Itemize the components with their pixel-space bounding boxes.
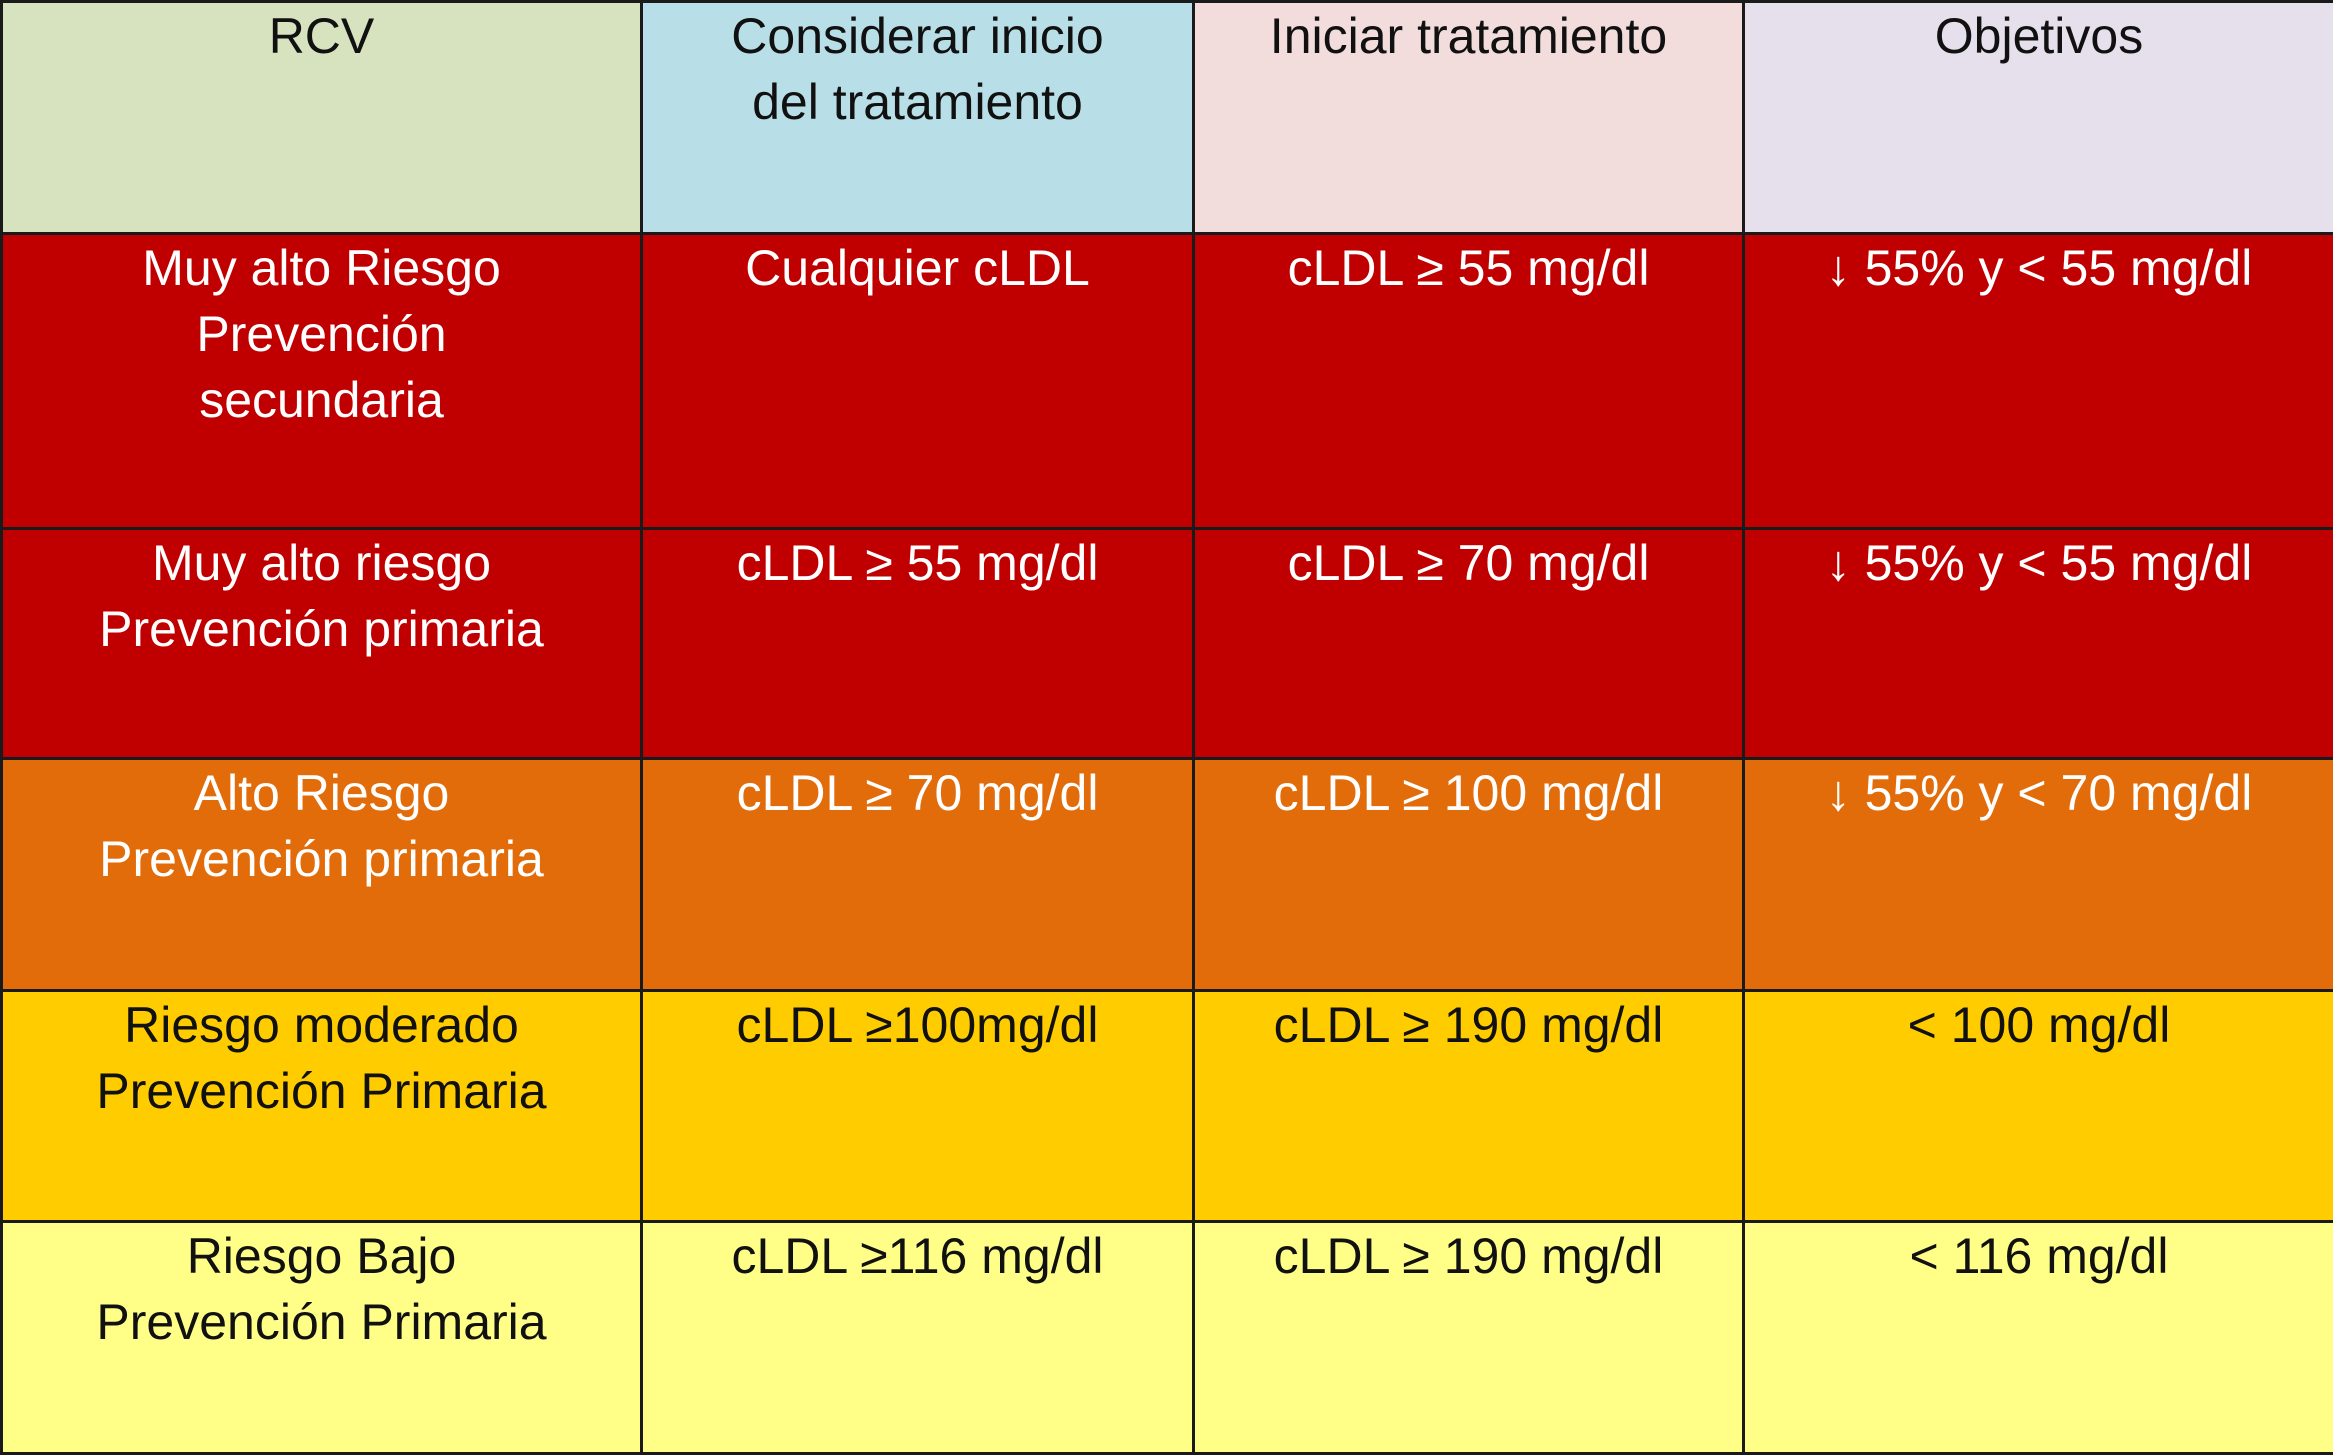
cell-iniciar: cLDL ≥ 190 mg/dl [1194, 1222, 1744, 1454]
cell-rcv: Riesgo Bajo Prevención Primaria [2, 1222, 642, 1454]
cell-objetivos: < 100 mg/dl [1744, 991, 2333, 1222]
cell-rcv: Muy alto riesgo Prevención primaria [2, 529, 642, 759]
cell-rcv: Muy alto Riesgo Prevención secundaria [2, 234, 642, 529]
cell-iniciar: cLDL ≥ 70 mg/dl [1194, 529, 1744, 759]
cell-objetivos: ↓ 55% y < 55 mg/dl [1744, 529, 2333, 759]
header-objetivos: Objetivos [1744, 2, 2333, 234]
table-row: Riesgo Bajo Prevención Primaria cLDL ≥11… [2, 1222, 2333, 1454]
cell-iniciar: cLDL ≥ 190 mg/dl [1194, 991, 1744, 1222]
table-row: Riesgo moderado Prevención Primaria cLDL… [2, 991, 2333, 1222]
cell-objetivos: < 116 mg/dl [1744, 1222, 2333, 1454]
cell-considerar: cLDL ≥116 mg/dl [642, 1222, 1194, 1454]
header-rcv: RCV [2, 2, 642, 234]
cell-iniciar: cLDL ≥ 100 mg/dl [1194, 759, 1744, 991]
header-row: RCV Considerar inicio del tratamiento In… [2, 2, 2333, 234]
table-row: Muy alto riesgo Prevención primaria cLDL… [2, 529, 2333, 759]
header-iniciar-tratamiento: Iniciar tratamiento [1194, 2, 1744, 234]
table-row: Muy alto Riesgo Prevención secundaria Cu… [2, 234, 2333, 529]
cell-objetivos: ↓ 55% y < 70 mg/dl [1744, 759, 2333, 991]
cell-considerar: cLDL ≥100mg/dl [642, 991, 1194, 1222]
table-row: Alto Riesgo Prevención primaria cLDL ≥ 7… [2, 759, 2333, 991]
cell-considerar: cLDL ≥ 55 mg/dl [642, 529, 1194, 759]
cell-considerar: Cualquier cLDL [642, 234, 1194, 529]
cell-rcv: Alto Riesgo Prevención primaria [2, 759, 642, 991]
header-considerar-inicio: Considerar inicio del tratamiento [642, 2, 1194, 234]
cell-iniciar: cLDL ≥ 55 mg/dl [1194, 234, 1744, 529]
cell-rcv: Riesgo moderado Prevención Primaria [2, 991, 642, 1222]
cell-considerar: cLDL ≥ 70 mg/dl [642, 759, 1194, 991]
cell-objetivos: ↓ 55% y < 55 mg/dl [1744, 234, 2333, 529]
